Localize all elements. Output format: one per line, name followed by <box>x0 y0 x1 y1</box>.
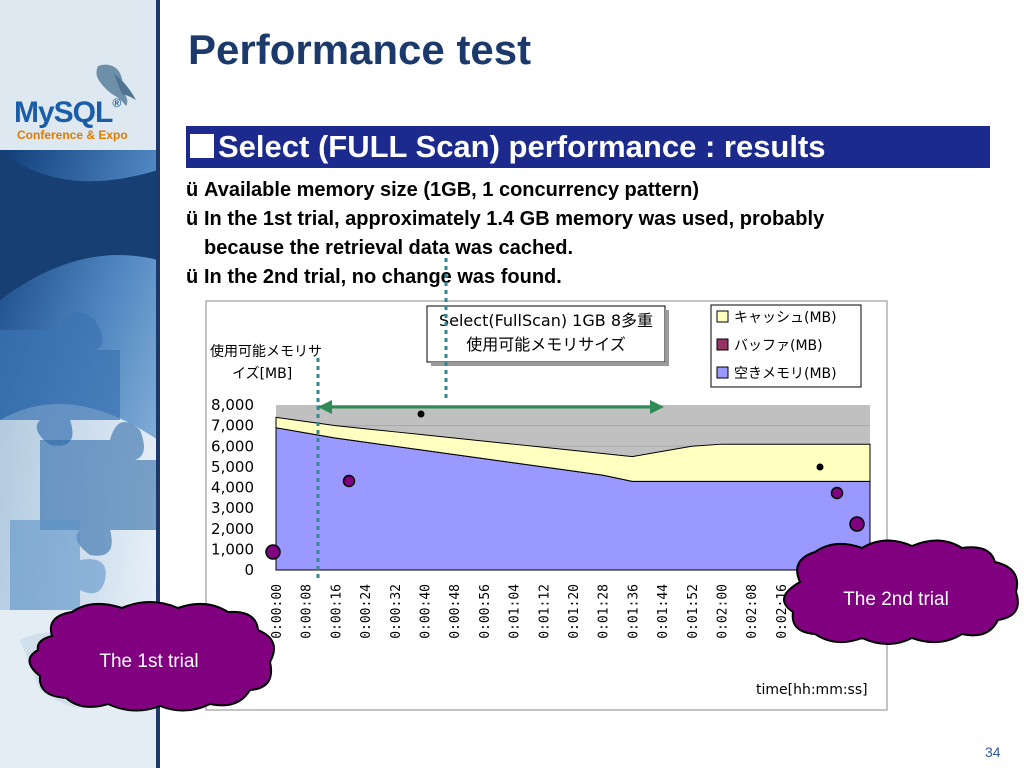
y-tick-label: 7,000 <box>211 417 254 435</box>
x-tick-label: 0:00:40 <box>419 584 434 639</box>
bullet-item: ü In the 2nd trial, no change was found. <box>186 263 884 292</box>
x-tick-label: 0:00:00 <box>270 584 285 639</box>
left-border-line <box>156 0 160 768</box>
bullet-text: In the 1st trial, approximately 1.4 GB m… <box>204 208 825 259</box>
range-arrow-right-icon <box>650 400 664 414</box>
bullet-text: Available memory size (1GB, 1 concurrenc… <box>204 179 699 201</box>
x-tick-label: 0:01:12 <box>537 584 552 639</box>
callout-second-trial: The 2nd trial <box>783 539 1019 645</box>
marker-circle <box>265 544 281 560</box>
chart-title-line1: Select(FullScan) 1GB 8多重 <box>439 311 653 330</box>
logo-text: MySQL <box>14 96 113 129</box>
x-tick-label: 0:00:24 <box>359 584 374 639</box>
x-tick-label: 0:01:20 <box>567 584 582 639</box>
callout-second-trial-text: The 2nd trial <box>843 589 949 610</box>
section-heading: Select (FULL Scan) performance : results <box>186 126 990 168</box>
logo-subtitle: Conference & Expo <box>17 128 128 142</box>
x-tick-label: 0:00:32 <box>389 584 404 639</box>
x-tick-label: 0:00:48 <box>448 584 463 639</box>
x-tick-label: 0:00:16 <box>329 584 344 639</box>
legend-swatch-free <box>716 366 729 379</box>
square-bullet-icon <box>190 134 214 158</box>
range-arrow-left-icon <box>318 400 332 414</box>
chart-title-box: Select(FullScan) 1GB 8多重 使用可能メモリサイズ <box>426 305 669 366</box>
y-axis-ticks: 8,000 7,000 6,000 5,000 4,000 3,000 2,000 1,000… <box>211 396 254 579</box>
legend-label-cache: キャッシュ(MB) <box>734 310 837 326</box>
logo-registered: ® <box>112 96 121 110</box>
legend-swatch-cache <box>716 310 729 323</box>
x-axis-ticks: 0:00:00 0:00:08 0:00:16 0:00:24 0:00:32 0:00:… <box>270 584 879 639</box>
y-tick-label: 1,000 <box>211 540 254 558</box>
bullet-text: In the 2nd trial, no change was found. <box>204 266 562 288</box>
x-tick-label: 0:00:08 <box>300 584 315 639</box>
x-tick-label: 0:02:00 <box>716 584 731 639</box>
chart-title-line2: 使用可能メモリサイズ <box>466 335 626 354</box>
legend-label-free: 空きメモリ(MB) <box>734 366 837 382</box>
y-axis-label-line1: 使用可能メモリサ <box>210 343 322 360</box>
x-tick-label: 0:01:44 <box>656 584 671 639</box>
check-icon: ü <box>186 266 199 288</box>
marker-circle <box>342 474 356 488</box>
y-tick-label: 5,000 <box>211 458 254 476</box>
bullet-item: ü Available memory size (1GB, 1 concurren… <box>186 176 884 205</box>
x-tick-label: 0:00:56 <box>478 584 493 639</box>
legend-swatch-buffer <box>716 338 729 351</box>
mysql-logo: MySQL® Conference & Expo <box>14 60 154 145</box>
x-tick-label: 0:01:04 <box>508 584 523 639</box>
marker-dot <box>816 463 824 471</box>
area-cache <box>275 416 871 482</box>
callout-first-trial: The 1st trial <box>28 601 275 712</box>
y-tick-label: 2,000 <box>211 520 254 538</box>
y-tick-label: 4,000 <box>211 479 254 497</box>
y-tick-label: 0 <box>244 561 254 579</box>
bullet-list: ü Available memory size (1GB, 1 concurren… <box>186 176 884 292</box>
legend-label-buffer: バッファ(MB) <box>734 338 823 354</box>
check-icon: ü <box>186 208 199 230</box>
callout-first-trial-text: The 1st trial <box>99 651 198 672</box>
marker-dot <box>417 410 425 418</box>
x-tick-label: 0:02:08 <box>745 584 760 639</box>
marker-circle <box>830 486 844 500</box>
y-tick-label: 8,000 <box>211 396 254 414</box>
bullet-item: ü In the 1st trial, approximately 1.4 GB … <box>186 205 884 263</box>
x-axis-label: time[hh:mm:ss] <box>756 682 868 698</box>
chart-legend: キャッシュ(MB) バッファ(MB) 空きメモリ(MB) <box>710 304 862 388</box>
y-axis-label-line2: イズ[MB] <box>232 366 292 382</box>
slide-number: 34 <box>985 744 1001 760</box>
y-tick-label: 6,000 <box>211 437 254 455</box>
series-areas <box>275 416 871 571</box>
slide-title: Performance test <box>188 26 532 73</box>
y-tick-label: 3,000 <box>211 499 254 517</box>
x-tick-label: 0:01:36 <box>626 584 641 639</box>
x-tick-label: 0:01:28 <box>597 584 612 639</box>
section-heading-text: Select (FULL Scan) performance : results <box>218 129 826 164</box>
x-tick-label: 0:01:52 <box>686 584 701 639</box>
marker-circle <box>849 516 865 532</box>
check-icon: ü <box>186 179 199 201</box>
dolphin-icon <box>96 64 136 106</box>
